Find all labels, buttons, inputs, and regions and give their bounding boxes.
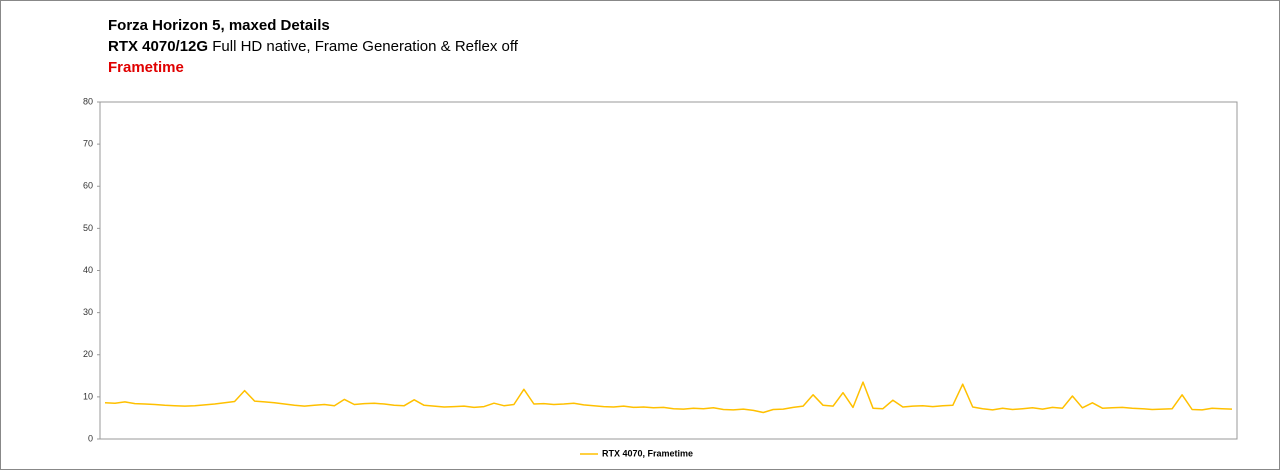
y-tick-label: 60 <box>83 181 93 191</box>
chart-title: Forza Horizon 5, maxed Details <box>108 17 330 34</box>
chart-subtitle: RTX 4070/12G Full HD native, Frame Gener… <box>108 38 519 55</box>
legend-label: RTX 4070, Frametime <box>602 448 693 458</box>
y-tick-label: 80 <box>83 96 93 106</box>
y-tick-label: 70 <box>83 139 93 149</box>
y-tick-label: 0 <box>88 433 93 443</box>
y-tick-label: 30 <box>83 307 93 317</box>
subtitle-bold: RTX 4070/12G <box>108 38 208 55</box>
data-line <box>104 381 1233 414</box>
chart-metric: Frametime <box>108 59 184 76</box>
y-tick-label: 40 <box>83 265 93 275</box>
y-tick-label: 20 <box>83 349 93 359</box>
y-tick-label: 50 <box>83 223 93 233</box>
subtitle-text: Full HD native, Frame Generation & Refle… <box>212 38 519 55</box>
y-tick-label: 10 <box>83 391 93 401</box>
